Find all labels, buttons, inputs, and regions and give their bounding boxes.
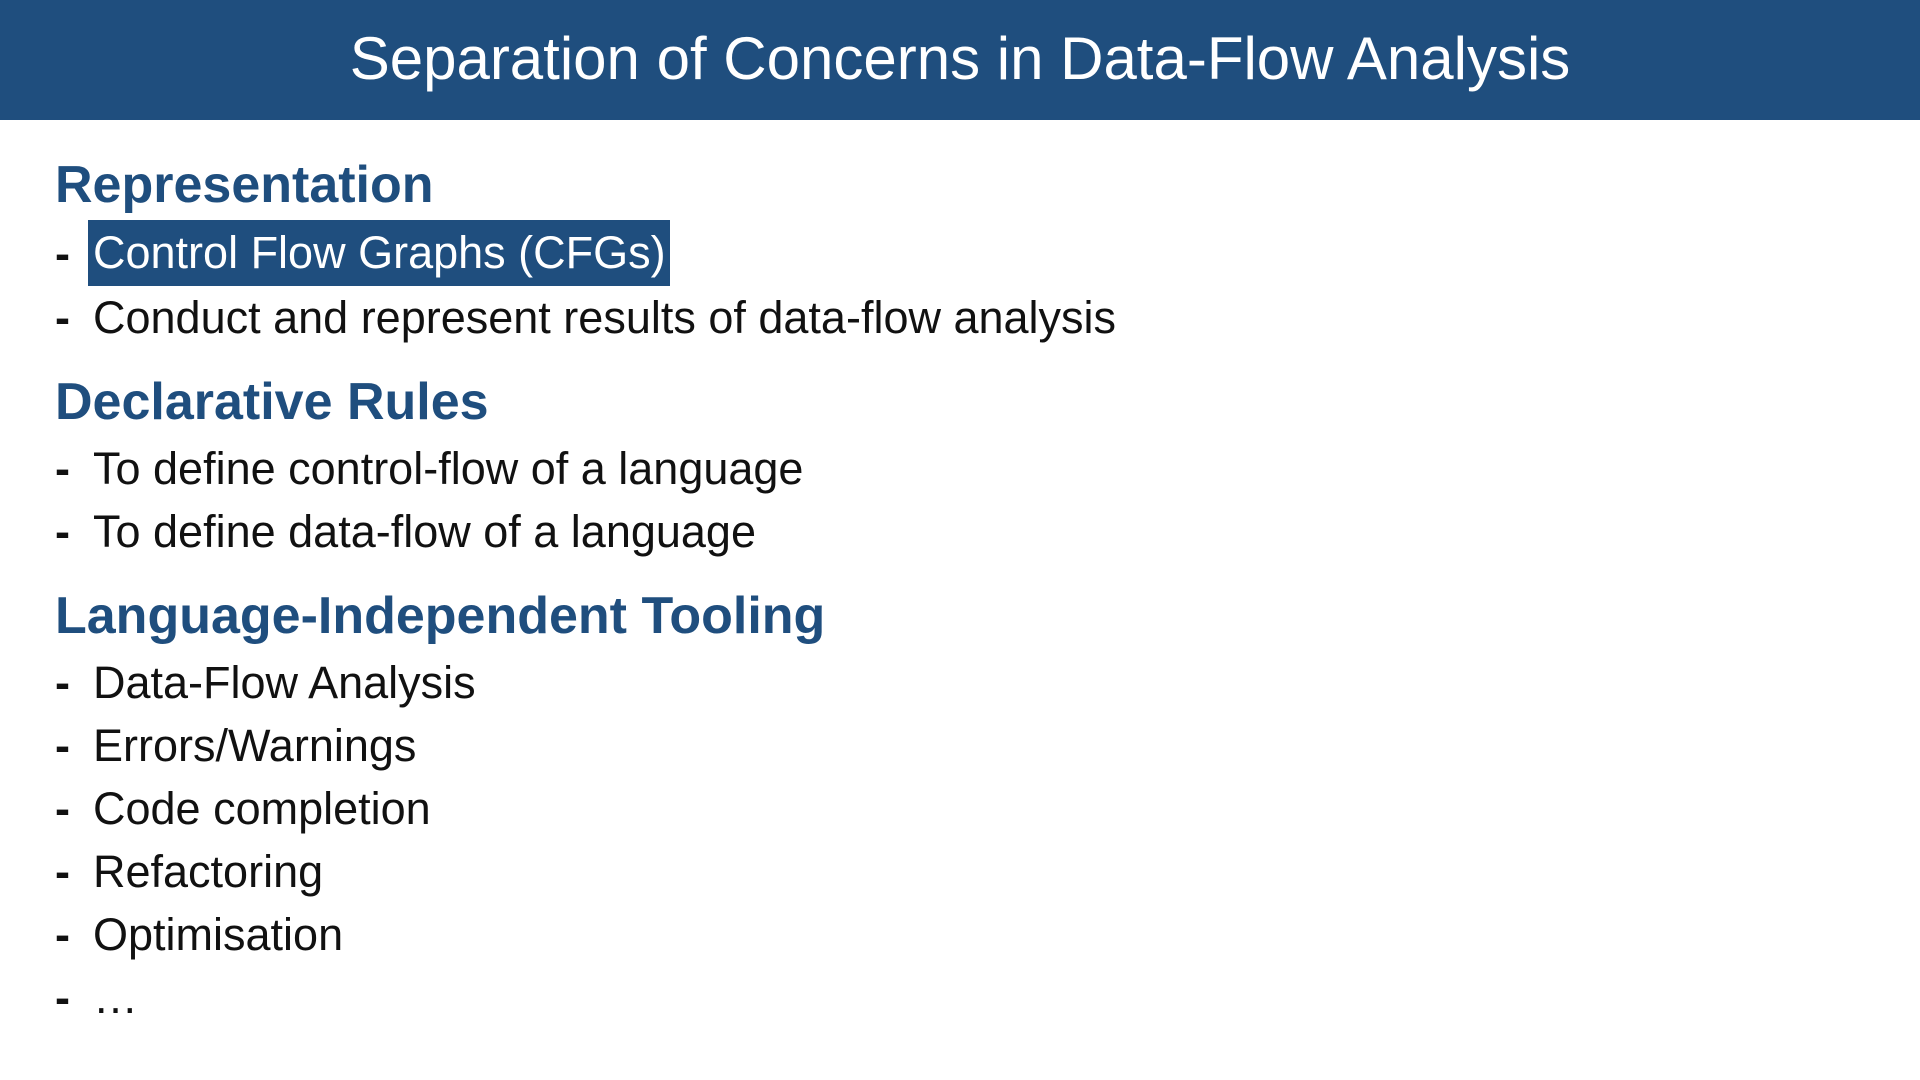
section-heading: Declarative Rules (55, 373, 489, 431)
bullet-dash: - (55, 909, 70, 960)
bullet-dash: - (55, 720, 70, 771)
list-item: - To define control-flow of a language (55, 437, 1855, 500)
bullet-list: - Control Flow Graphs (CFGs) - Conduct a… (55, 220, 1855, 349)
bullet-list: - Data-Flow Analysis - Errors/Warnings -… (55, 651, 1855, 1029)
section-heading: Language-Independent Tooling (55, 587, 826, 645)
list-item: - Conduct and represent results of data-… (55, 286, 1855, 349)
bullet-dash: - (55, 972, 70, 1023)
bullet-dash: - (55, 227, 70, 279)
list-item-text: Code completion (93, 783, 431, 834)
list-item-text: … (93, 972, 138, 1023)
list-item-text: Refactoring (93, 846, 324, 897)
list-item: - Data-Flow Analysis (55, 651, 1855, 714)
list-item-text: Conduct and represent results of data-fl… (93, 292, 1117, 343)
list-item: - … (55, 966, 1855, 1029)
section-declarative-rules: Declarative Rules - To define control-fl… (55, 371, 1855, 563)
list-item: - To define data-flow of a language (55, 500, 1855, 563)
section-representation: Representation - Control Flow Graphs (CF… (55, 154, 1855, 349)
list-item-text: Errors/Warnings (93, 720, 417, 771)
slide-content: Representation - Control Flow Graphs (CF… (55, 154, 1855, 1029)
bullet-dash: - (55, 846, 70, 897)
list-item-text: Data-Flow Analysis (93, 657, 476, 708)
section-language-independent-tooling: Language-Independent Tooling - Data-Flow… (55, 585, 1855, 1029)
title-bar: Separation of Concerns in Data-Flow Anal… (0, 0, 1920, 120)
bullet-dash: - (55, 657, 70, 708)
list-item-text: To define control-flow of a language (93, 443, 804, 494)
list-item: - Refactoring (55, 840, 1855, 903)
bullet-dash: - (55, 506, 70, 557)
bullet-dash: - (55, 443, 70, 494)
bullet-list: - To define control-flow of a language -… (55, 437, 1855, 563)
bullet-dash: - (55, 783, 70, 834)
slide-title: Separation of Concerns in Data-Flow Anal… (349, 24, 1571, 92)
list-item: - Code completion (55, 777, 1855, 840)
list-item: - Errors/Warnings (55, 714, 1855, 777)
list-item-text: To define data-flow of a language (93, 506, 756, 557)
list-item: - Control Flow Graphs (CFGs) (55, 220, 1855, 286)
list-item: - Optimisation (55, 903, 1855, 966)
section-heading: Representation (55, 156, 434, 214)
selected-text[interactable]: Control Flow Graphs (CFGs) (88, 220, 670, 286)
list-item-text: Optimisation (93, 909, 344, 960)
bullet-dash: - (55, 292, 70, 343)
